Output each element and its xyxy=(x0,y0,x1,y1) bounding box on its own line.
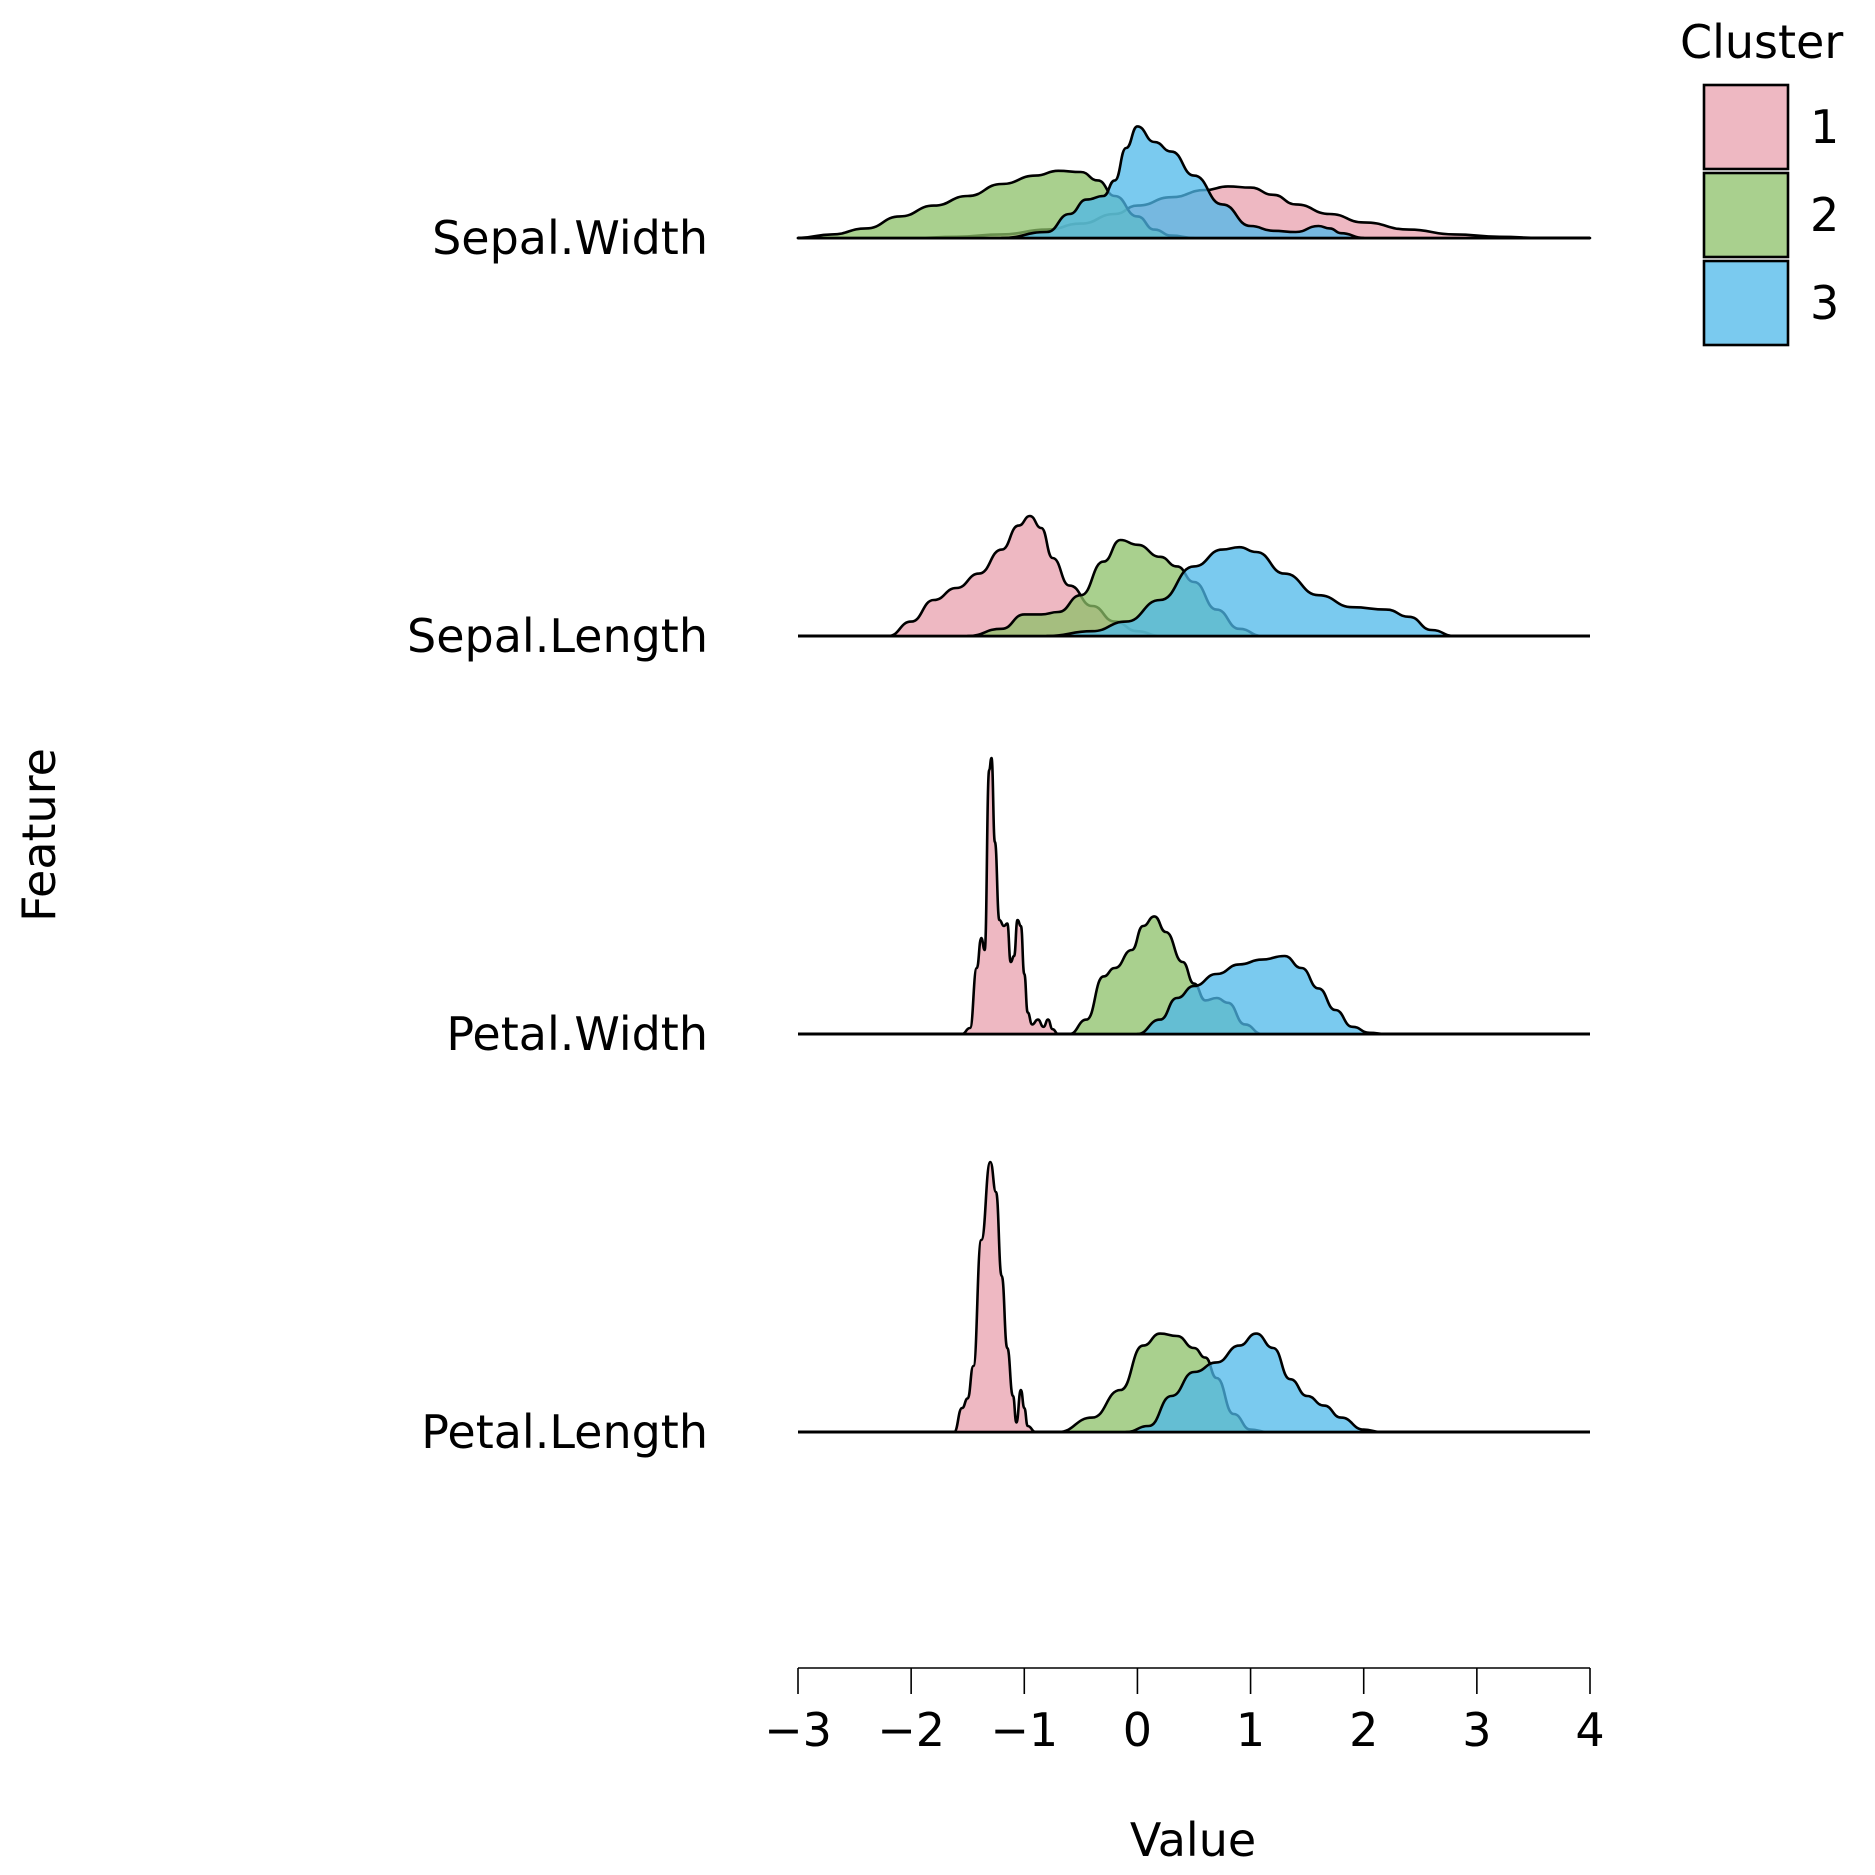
x-tick-label: −1 xyxy=(990,1703,1058,1757)
x-tick-label: 3 xyxy=(1462,1703,1491,1757)
legend-swatch-1 xyxy=(1702,83,1790,171)
density-cluster-3 xyxy=(1000,125,1365,240)
ridge-row xyxy=(796,125,1592,240)
legend-title: Cluster xyxy=(1680,15,1843,69)
x-tick-label: 0 xyxy=(1123,1703,1152,1757)
legend-label: 3 xyxy=(1810,276,1839,330)
x-tick-label: −2 xyxy=(877,1703,945,1757)
density-cluster-1 xyxy=(952,1160,1049,1434)
legend-swatch-3 xyxy=(1702,259,1790,347)
legend: Cluster 1 2 3 xyxy=(1680,15,1843,347)
density-cluster-3 xyxy=(1124,1332,1382,1434)
x-tick-label: −3 xyxy=(764,1703,832,1757)
density-cluster-3 xyxy=(1136,954,1388,1036)
x-tick-label: 2 xyxy=(1349,1703,1378,1757)
density-cluster-3 xyxy=(1045,545,1456,638)
feature-label: Sepal.Length xyxy=(407,609,708,663)
x-tick-label: 4 xyxy=(1575,1703,1604,1757)
legend-label: 1 xyxy=(1810,100,1839,154)
legend-label: 2 xyxy=(1810,188,1839,242)
feature-label: Sepal.Width xyxy=(432,211,708,265)
x-axis: −3 −2 −1 0 1 2 3 4 xyxy=(764,1667,1605,1757)
x-axis-title: Value xyxy=(1130,1813,1256,1867)
feature-label: Petal.Length xyxy=(421,1405,708,1459)
legend-swatch-2 xyxy=(1702,171,1790,259)
y-axis-title: Feature xyxy=(12,748,66,922)
density-cluster-1 xyxy=(960,756,1060,1036)
x-tick-label: 1 xyxy=(1236,1703,1265,1757)
ridge-row xyxy=(798,1160,1590,1434)
feature-label: Petal.Width xyxy=(446,1007,708,1061)
ridge-row xyxy=(798,756,1590,1036)
ridges-layer xyxy=(796,125,1592,1434)
feature-labels: Sepal.Width Sepal.Length Petal.Width Petal.… xyxy=(407,211,708,1459)
ridge-row xyxy=(798,514,1590,638)
